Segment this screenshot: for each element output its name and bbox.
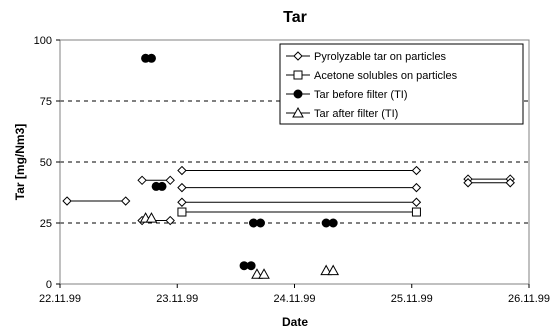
data-point: [177, 207, 187, 217]
y-tick-label: 100: [34, 35, 52, 47]
x-tick-label: 25.11.99: [391, 293, 433, 305]
data-point: [505, 178, 515, 188]
legend-swatch-marker: [293, 70, 303, 80]
data-point: [145, 212, 158, 223]
data-point: [411, 165, 422, 176]
data-point: [411, 182, 422, 193]
data-point: [165, 215, 175, 226]
series-2: [141, 53, 338, 271]
data-point: [177, 197, 187, 207]
chart-title: Tar: [283, 9, 307, 26]
series-0: [62, 165, 515, 226]
series-3: [139, 212, 340, 279]
data-point: [146, 53, 156, 63]
x-axis-label: Date: [282, 315, 308, 329]
y-axis-label: Tar [mg/Nm3]: [13, 124, 27, 200]
data-point: [411, 197, 422, 207]
data-point: [137, 175, 147, 186]
data-point: [320, 264, 333, 276]
data-point: [177, 165, 187, 176]
y-tick-label: 75: [40, 96, 52, 108]
data-point: [258, 268, 270, 279]
legend: Pyrolyzable tar on particles Acetone solu…: [279, 43, 524, 125]
data-point: [463, 178, 473, 188]
legend-entry: Acetone solubles on particles: [314, 70, 458, 82]
data-point: [120, 196, 131, 206]
legend-swatch-marker: [293, 89, 303, 99]
data-point: [328, 218, 338, 228]
data-point: [327, 264, 340, 276]
data-point: [62, 196, 72, 206]
data-point: [255, 218, 265, 228]
axes: 0 25 50 75 100 22.11.99 23.11.99 24.11.99 25.11.…: [34, 35, 550, 305]
data-point: [157, 181, 167, 191]
x-tick-label: 23.11.99: [156, 293, 198, 305]
legend-swatch-marker: [292, 106, 304, 118]
data-point: [246, 261, 256, 271]
data-point: [177, 182, 187, 193]
series-1: [177, 207, 421, 217]
y-tick-label: 50: [40, 157, 52, 169]
x-tick-label: 24.11.99: [273, 293, 315, 305]
legend-box: [279, 43, 524, 125]
x-tick-label: 22.11.99: [39, 293, 81, 305]
legend-entry: Tar before filter (TI): [314, 89, 408, 101]
data-marks: [62, 53, 515, 279]
y-tick-label: 0: [46, 279, 52, 291]
legend-entry: Pyrolyzable tar on particles: [314, 51, 447, 63]
y-tick-label: 25: [40, 218, 52, 230]
x-tick-label: 26.11.99: [508, 293, 550, 305]
legend-entry: Tar after filter (TI): [314, 108, 398, 120]
legend-swatch-marker: [293, 51, 303, 61]
data-point: [165, 175, 175, 186]
data-point: [251, 268, 263, 279]
data-point: [411, 207, 421, 217]
